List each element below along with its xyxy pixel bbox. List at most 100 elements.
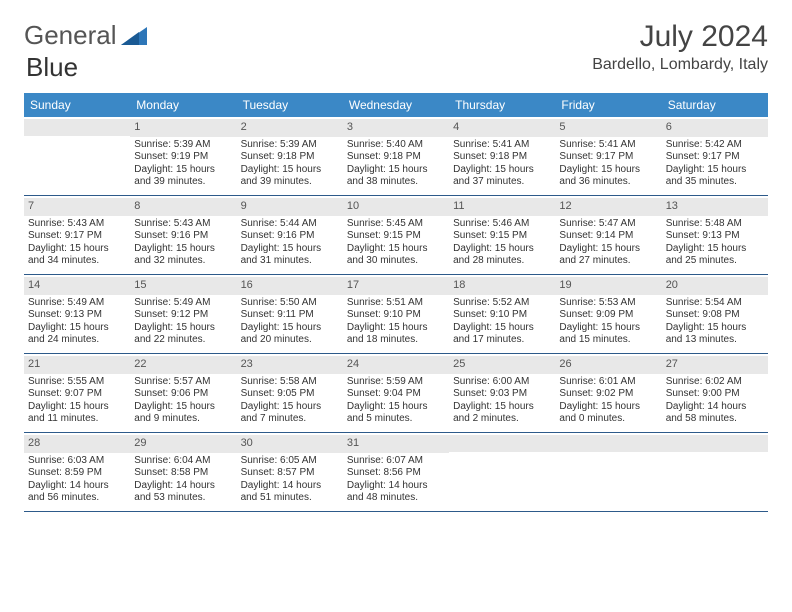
day-cell: 25Sunrise: 6:00 AMSunset: 9:03 PMDayligh… (449, 354, 555, 432)
day-cell: 6Sunrise: 5:42 AMSunset: 9:17 PMDaylight… (662, 117, 768, 195)
sunrise-text: Sunrise: 5:52 AM (453, 297, 551, 310)
day-number (24, 119, 130, 136)
daylight-text: and 27 minutes. (559, 255, 657, 268)
day-number: 4 (449, 119, 555, 137)
daylight-text: Daylight: 15 hours (28, 243, 126, 256)
daylight-text: Daylight: 15 hours (453, 322, 551, 335)
day-cell: 4Sunrise: 5:41 AMSunset: 9:18 PMDaylight… (449, 117, 555, 195)
daylight-text: and 28 minutes. (453, 255, 551, 268)
day-cell: 7Sunrise: 5:43 AMSunset: 9:17 PMDaylight… (24, 196, 130, 274)
daylight-text: Daylight: 15 hours (241, 322, 339, 335)
daylight-text: and 22 minutes. (134, 334, 232, 347)
daylight-text: Daylight: 15 hours (559, 164, 657, 177)
day-number: 27 (662, 356, 768, 374)
day-cell: 24Sunrise: 5:59 AMSunset: 9:04 PMDayligh… (343, 354, 449, 432)
daylight-text: Daylight: 15 hours (347, 401, 445, 414)
daylight-text: Daylight: 15 hours (241, 243, 339, 256)
sunrise-text: Sunrise: 5:59 AM (347, 376, 445, 389)
calendar: SundayMondayTuesdayWednesdayThursdayFrid… (24, 93, 768, 512)
sunset-text: Sunset: 9:18 PM (241, 151, 339, 164)
sunrise-text: Sunrise: 5:50 AM (241, 297, 339, 310)
day-number: 17 (343, 277, 449, 295)
sunset-text: Sunset: 9:02 PM (559, 388, 657, 401)
sunset-text: Sunset: 9:18 PM (347, 151, 445, 164)
day-cell: 20Sunrise: 5:54 AMSunset: 9:08 PMDayligh… (662, 275, 768, 353)
daylight-text: Daylight: 15 hours (666, 164, 764, 177)
sunset-text: Sunset: 9:19 PM (134, 151, 232, 164)
sunrise-text: Sunrise: 5:58 AM (241, 376, 339, 389)
sunrise-text: Sunrise: 5:48 AM (666, 218, 764, 231)
brand-part2: Blue (26, 52, 78, 82)
day-cell: 2Sunrise: 5:39 AMSunset: 9:18 PMDaylight… (237, 117, 343, 195)
day-number: 24 (343, 356, 449, 374)
day-number: 29 (130, 435, 236, 453)
sunrise-text: Sunrise: 6:01 AM (559, 376, 657, 389)
sunrise-text: Sunrise: 6:03 AM (28, 455, 126, 468)
day-number: 6 (662, 119, 768, 137)
sunrise-text: Sunrise: 6:02 AM (666, 376, 764, 389)
sunset-text: Sunset: 9:16 PM (134, 230, 232, 243)
sunrise-text: Sunrise: 5:43 AM (134, 218, 232, 231)
sunset-text: Sunset: 9:14 PM (559, 230, 657, 243)
day-cell (24, 117, 130, 195)
day-number: 22 (130, 356, 236, 374)
day-cell: 26Sunrise: 6:01 AMSunset: 9:02 PMDayligh… (555, 354, 661, 432)
day-number: 26 (555, 356, 661, 374)
day-number: 1 (130, 119, 236, 137)
daylight-text: and 5 minutes. (347, 413, 445, 426)
day-number: 25 (449, 356, 555, 374)
sunrise-text: Sunrise: 5:41 AM (453, 139, 551, 152)
sunset-text: Sunset: 9:16 PM (241, 230, 339, 243)
daylight-text: Daylight: 14 hours (347, 480, 445, 493)
daylight-text: and 39 minutes. (241, 176, 339, 189)
day-number: 19 (555, 277, 661, 295)
sunset-text: Sunset: 9:12 PM (134, 309, 232, 322)
sunrise-text: Sunrise: 5:39 AM (134, 139, 232, 152)
day-cell: 27Sunrise: 6:02 AMSunset: 9:00 PMDayligh… (662, 354, 768, 432)
daylight-text: and 51 minutes. (241, 492, 339, 505)
sunset-text: Sunset: 9:15 PM (347, 230, 445, 243)
sunrise-text: Sunrise: 6:07 AM (347, 455, 445, 468)
day-cell: 8Sunrise: 5:43 AMSunset: 9:16 PMDaylight… (130, 196, 236, 274)
daylight-text: Daylight: 15 hours (134, 322, 232, 335)
sunset-text: Sunset: 9:13 PM (28, 309, 126, 322)
sunset-text: Sunset: 9:08 PM (666, 309, 764, 322)
daylight-text: and 32 minutes. (134, 255, 232, 268)
sunset-text: Sunset: 9:06 PM (134, 388, 232, 401)
week-row: 7Sunrise: 5:43 AMSunset: 9:17 PMDaylight… (24, 196, 768, 275)
day-cell: 1 Sunrise: 5:39 AMSunset: 9:19 PMDaylight… (130, 117, 236, 195)
day-cell: 30Sunrise: 6:05 AMSunset: 8:57 PMDayligh… (237, 433, 343, 511)
daylight-text: and 48 minutes. (347, 492, 445, 505)
day-number: 31 (343, 435, 449, 453)
day-cell: 16Sunrise: 5:50 AMSunset: 9:11 PMDayligh… (237, 275, 343, 353)
daylight-text: Daylight: 15 hours (134, 164, 232, 177)
daylight-text: Daylight: 15 hours (559, 322, 657, 335)
daylight-text: Daylight: 15 hours (241, 401, 339, 414)
logo-triangle-icon (121, 27, 147, 45)
day-number: 10 (343, 198, 449, 216)
day-cell: 3Sunrise: 5:40 AMSunset: 9:18 PMDaylight… (343, 117, 449, 195)
day-cell (662, 433, 768, 511)
daylight-text: Daylight: 15 hours (134, 401, 232, 414)
daylight-text: Daylight: 15 hours (347, 164, 445, 177)
day-cell: 22Sunrise: 5:57 AMSunset: 9:06 PMDayligh… (130, 354, 236, 432)
sunrise-text: Sunrise: 5:49 AM (28, 297, 126, 310)
sunrise-text: Sunrise: 5:49 AM (134, 297, 232, 310)
day-cell: 15Sunrise: 5:49 AMSunset: 9:12 PMDayligh… (130, 275, 236, 353)
sunset-text: Sunset: 9:07 PM (28, 388, 126, 401)
daylight-text: and 38 minutes. (347, 176, 445, 189)
sunrise-text: Sunrise: 5:45 AM (347, 218, 445, 231)
day-number: 30 (237, 435, 343, 453)
day-number: 20 (662, 277, 768, 295)
sunrise-text: Sunrise: 5:53 AM (559, 297, 657, 310)
daylight-text: and 9 minutes. (134, 413, 232, 426)
sunset-text: Sunset: 9:10 PM (453, 309, 551, 322)
daylight-text: Daylight: 14 hours (134, 480, 232, 493)
sunrise-text: Sunrise: 5:42 AM (666, 139, 764, 152)
day-cell: 29Sunrise: 6:04 AMSunset: 8:58 PMDayligh… (130, 433, 236, 511)
day-cell: 10Sunrise: 5:45 AMSunset: 9:15 PMDayligh… (343, 196, 449, 274)
day-number (555, 435, 661, 452)
month-title: July 2024 (592, 20, 768, 54)
daylight-text: and 13 minutes. (666, 334, 764, 347)
daylight-text: and 20 minutes. (241, 334, 339, 347)
